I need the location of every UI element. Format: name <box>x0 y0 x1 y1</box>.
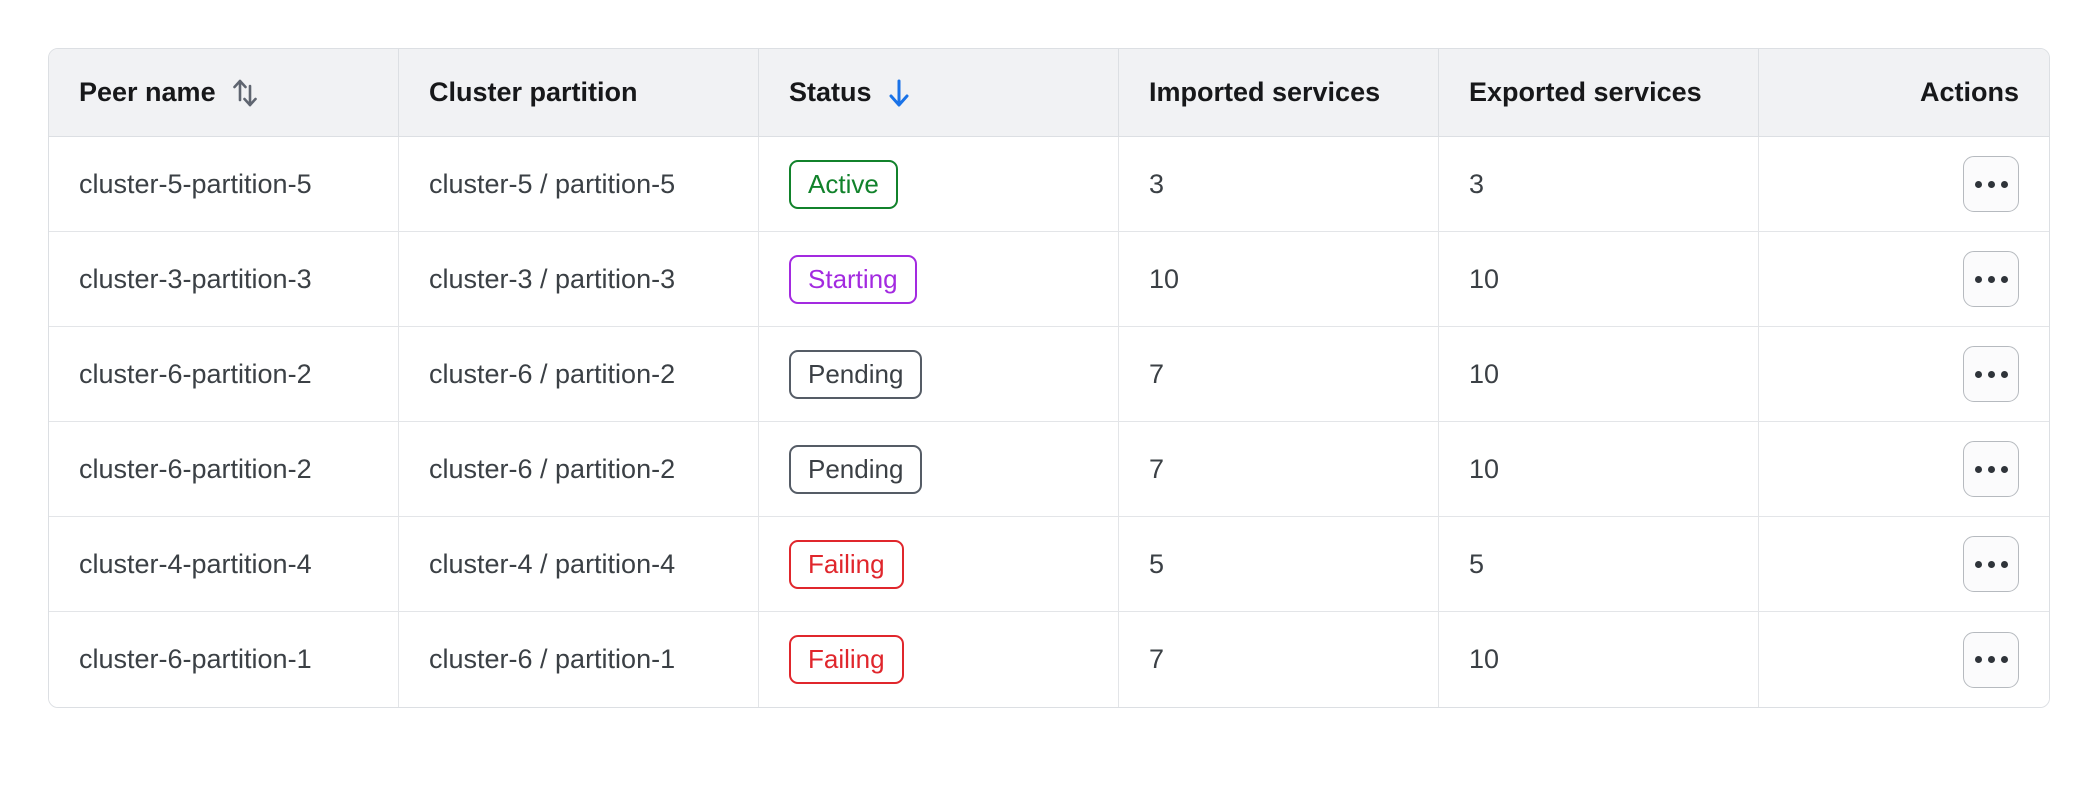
column-header-actions: Actions <box>1759 49 2049 137</box>
cell-status: Pending <box>759 422 1119 517</box>
cell-cluster-partition: cluster-3 / partition-3 <box>399 232 759 327</box>
cell-cluster-partition: cluster-4 / partition-4 <box>399 517 759 612</box>
cell-imported-services: 7 <box>1119 612 1439 707</box>
cell-imported-services: 10 <box>1119 232 1439 327</box>
table-row[interactable]: cluster-3-partition-3 cluster-3 / partit… <box>49 232 2049 327</box>
row-actions-button[interactable] <box>1963 631 2019 688</box>
cell-exported-services: 10 <box>1439 612 1759 707</box>
cell-status: Pending <box>759 327 1119 422</box>
cell-exported-services: 10 <box>1439 232 1759 327</box>
cell-peer-name: cluster-6-partition-2 <box>49 422 399 517</box>
ellipsis-icon <box>1974 560 2008 568</box>
table-row[interactable]: cluster-6-partition-1 cluster-6 / partit… <box>49 612 2049 707</box>
cell-actions <box>1759 612 2049 707</box>
cell-actions <box>1759 517 2049 612</box>
cell-peer-name: cluster-3-partition-3 <box>49 232 399 327</box>
page-container: Peer name <box>48 48 2050 708</box>
table-row[interactable]: cluster-5-partition-5 cluster-5 / partit… <box>49 137 2049 232</box>
cell-cluster-partition: cluster-5 / partition-5 <box>399 137 759 232</box>
table-row[interactable]: cluster-6-partition-2 cluster-6 / partit… <box>49 422 2049 517</box>
cell-imported-services: 3 <box>1119 137 1439 232</box>
cell-exported-services: 10 <box>1439 422 1759 517</box>
column-header-label: Actions <box>1919 77 2019 107</box>
status-badge: Failing <box>789 635 904 684</box>
cell-imported-services: 5 <box>1119 517 1439 612</box>
cell-peer-name: cluster-4-partition-4 <box>49 517 399 612</box>
ellipsis-icon <box>1974 370 2008 378</box>
row-actions-button[interactable] <box>1963 346 2019 402</box>
column-header-label: Exported services <box>1469 77 1702 107</box>
ellipsis-icon <box>1974 275 2008 283</box>
row-actions-button[interactable] <box>1963 251 2019 307</box>
ellipsis-icon <box>1974 465 2008 473</box>
column-header-label: Imported services <box>1149 77 1381 107</box>
cell-status: Starting <box>759 232 1119 327</box>
cell-actions <box>1759 232 2049 327</box>
table-row[interactable]: cluster-4-partition-4 cluster-4 / partit… <box>49 517 2049 612</box>
column-header-status[interactable]: Status <box>759 49 1119 137</box>
table-header: Peer name <box>49 49 2049 137</box>
status-badge: Failing <box>789 539 904 589</box>
cell-cluster-partition: cluster-6 / partition-2 <box>399 422 759 517</box>
status-badge: Starting <box>789 254 917 304</box>
column-header-exported-services[interactable]: Exported services <box>1439 49 1759 137</box>
status-badge: Pending <box>789 349 923 399</box>
column-header-peer-name[interactable]: Peer name <box>49 49 399 137</box>
sort-both-icon[interactable] <box>230 76 260 110</box>
cell-actions <box>1759 422 2049 517</box>
cell-actions <box>1759 137 2049 232</box>
cell-imported-services: 7 <box>1119 422 1439 517</box>
cell-status: Failing <box>759 517 1119 612</box>
cell-cluster-partition: cluster-6 / partition-1 <box>399 612 759 707</box>
cell-exported-services: 5 <box>1439 517 1759 612</box>
cell-peer-name: cluster-5-partition-5 <box>49 137 399 232</box>
row-actions-button[interactable] <box>1963 156 2019 212</box>
status-badge: Active <box>789 159 898 209</box>
cell-peer-name: cluster-6-partition-1 <box>49 612 399 707</box>
cell-exported-services: 3 <box>1439 137 1759 232</box>
cell-status: Active <box>759 137 1119 232</box>
table-row[interactable]: cluster-6-partition-2 cluster-6 / partit… <box>49 327 2049 422</box>
cell-cluster-partition: cluster-6 / partition-2 <box>399 327 759 422</box>
cell-status: Failing <box>759 612 1119 707</box>
peers-table: Peer name <box>48 48 2050 708</box>
column-header-cluster-partition[interactable]: Cluster partition <box>399 49 759 137</box>
row-actions-button[interactable] <box>1963 536 2019 592</box>
arrow-down-icon[interactable] <box>886 77 912 109</box>
column-header-imported-services[interactable]: Imported services <box>1119 49 1439 137</box>
column-header-label: Peer name <box>79 77 216 107</box>
table-body: cluster-5-partition-5 cluster-5 / partit… <box>49 137 2049 707</box>
ellipsis-icon <box>1974 180 2008 188</box>
cell-actions <box>1759 327 2049 422</box>
column-header-label: Cluster partition <box>429 77 638 107</box>
header-row: Peer name <box>49 49 2049 137</box>
ellipsis-icon <box>1974 656 2008 663</box>
cell-imported-services: 7 <box>1119 327 1439 422</box>
row-actions-button[interactable] <box>1963 441 2019 497</box>
status-badge: Pending <box>789 444 923 494</box>
cell-exported-services: 10 <box>1439 327 1759 422</box>
column-header-label: Status <box>789 77 872 107</box>
cell-peer-name: cluster-6-partition-2 <box>49 327 399 422</box>
